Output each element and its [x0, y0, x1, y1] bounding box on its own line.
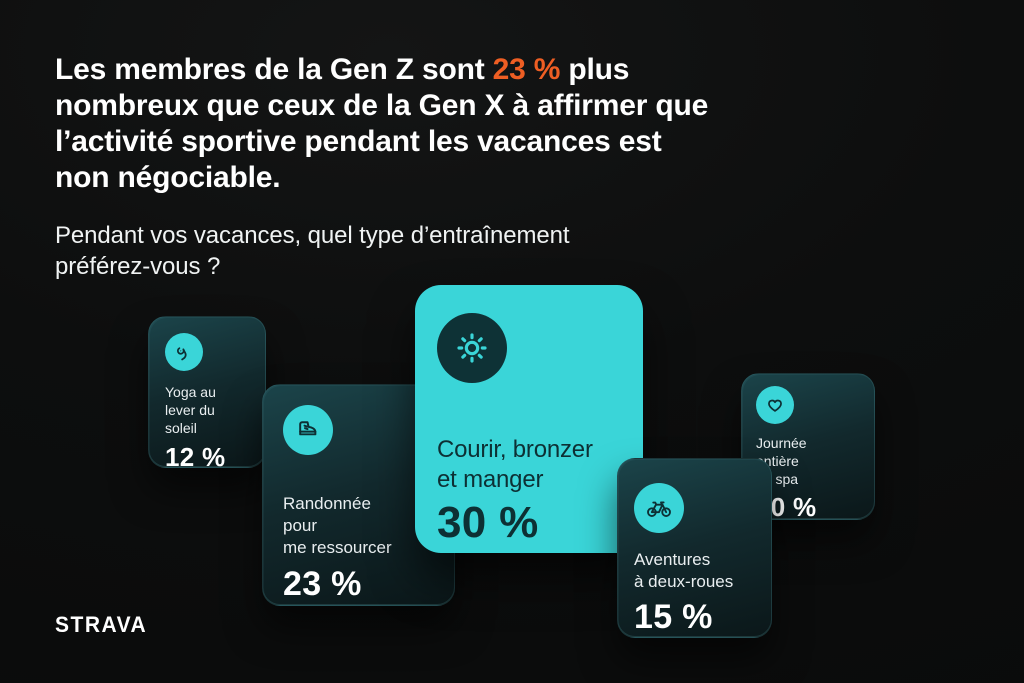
stat-card-value: 23 % [283, 565, 362, 603]
headline-line-1: Les membres de la Gen Z sont 23 % plus [55, 52, 955, 88]
heart-icon [756, 386, 794, 424]
stat-card-value: 30 % [437, 498, 539, 547]
stat-card-label: Randonnée pour me ressourcer [283, 494, 392, 557]
stat-card-value: 12 % [165, 442, 226, 472]
stat-card-value: 15 % [634, 598, 713, 636]
headline-text: Les membres de la Gen Z sont [55, 53, 493, 86]
headline: Les membres de la Gen Z sont 23 % plus n… [55, 52, 955, 196]
stat-card-label: Yoga au lever du soleil [165, 384, 216, 436]
hiking-boot-icon [283, 405, 333, 455]
headline-line-2: nombreux que ceux de la Gen X à affirmer… [55, 89, 709, 122]
stat-card-yoga: Yoga au lever du soleil 12 % [148, 316, 266, 472]
survey-question-line-1: Pendant vos vacances, quel type d’entraî… [55, 222, 570, 249]
stat-card-label: Courir, bronzer et manger [437, 436, 593, 493]
headline-text: plus [560, 53, 630, 86]
survey-question: Pendant vos vacances, quel type d’entraî… [55, 220, 855, 282]
stat-card-label: Aventures à deux-roues [634, 550, 734, 591]
survey-question-line-2: préférez-vous ? [55, 253, 221, 280]
headline-highlight-stat: 23 % [492, 53, 561, 86]
bicycle-icon [634, 483, 684, 533]
yoga-mat-icon [165, 333, 203, 371]
strava-logo: STRAVA [55, 613, 148, 638]
headline-line-4: non négociable. [55, 161, 281, 194]
stat-card-aventures: Aventures à deux-roues 15 % [617, 458, 772, 638]
sun-icon [437, 313, 507, 383]
headline-line-3: l’activité sportive pendant les vacances… [55, 125, 662, 158]
stat-card-courir: Courir, bronzer et manger 30 % [415, 285, 643, 553]
